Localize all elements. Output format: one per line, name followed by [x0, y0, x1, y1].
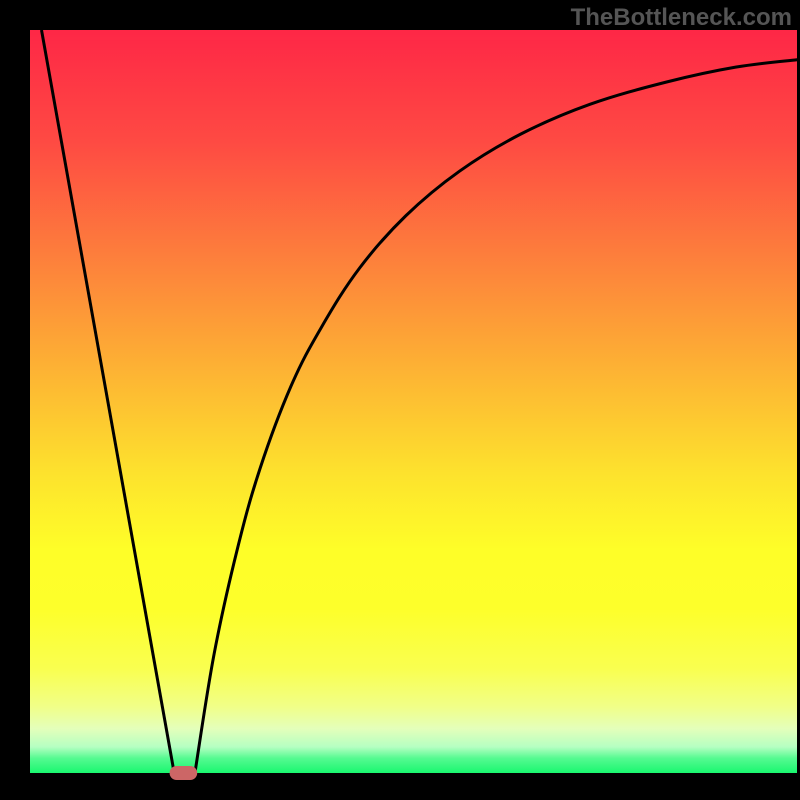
chart-svg — [0, 0, 800, 800]
chart-container: TheBottleneck.com — [0, 0, 800, 800]
attribution-label: TheBottleneck.com — [571, 4, 792, 32]
plot-background — [30, 30, 797, 773]
trough-marker — [170, 766, 198, 780]
